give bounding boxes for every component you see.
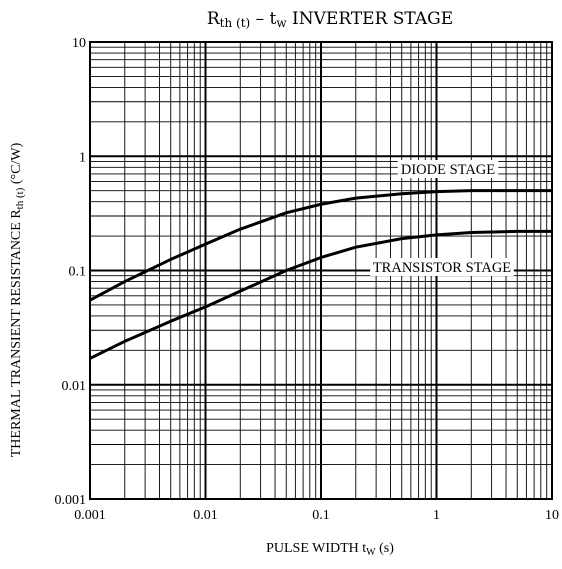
plot-border bbox=[89, 41, 553, 500]
y-axis-label: THERMAL TRANSIENT RESISTANCE Rth (t) (°C… bbox=[9, 142, 26, 457]
series-labels: DIODE STAGE TRANSISTOR STAGE bbox=[370, 160, 514, 276]
series-line-0 bbox=[89, 189, 552, 302]
series-label-bg bbox=[397, 160, 499, 178]
x-tick-label: 10 bbox=[545, 508, 559, 523]
x-tick-label: 0.001 bbox=[74, 508, 106, 523]
series-lines bbox=[89, 189, 552, 360]
series-label-0: DIODE STAGE bbox=[401, 162, 495, 178]
x-tick-label: 0.1 bbox=[312, 508, 330, 523]
x-axis-label: PULSE WIDTH tW (s) bbox=[266, 541, 394, 558]
y-tick-label: 0.1 bbox=[69, 265, 87, 280]
chart-title: Rth (t) – tw INVERTER STAGE bbox=[207, 9, 453, 30]
series-label-bg bbox=[370, 258, 514, 276]
y-tick-label: 10 bbox=[72, 36, 86, 51]
series-label-1: TRANSISTOR STAGE bbox=[373, 260, 511, 276]
tick-labels: 0.001 0.01 0.1 1 10 10 1 0.1 0.01 0.001 bbox=[55, 36, 560, 523]
y-tick-label: 0.01 bbox=[62, 379, 87, 394]
series-line-1 bbox=[89, 229, 552, 360]
y-tick-label: 0.001 bbox=[55, 493, 87, 508]
x-tick-label: 0.01 bbox=[193, 508, 218, 523]
y-tick-label: 1 bbox=[79, 150, 86, 165]
x-tick-label: 1 bbox=[433, 508, 440, 523]
